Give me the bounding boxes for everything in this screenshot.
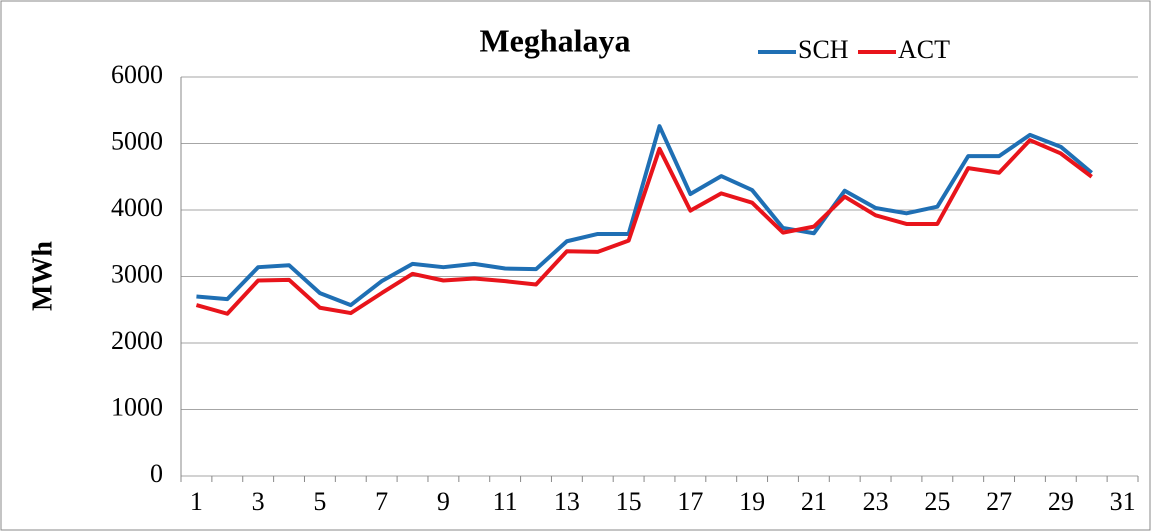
x-tick-label: 29 [1048,487,1074,516]
legend-label: ACT [898,35,950,64]
x-tick-label: 23 [863,487,889,516]
chart-title: Meghalaya [479,22,630,58]
x-tick-label: 27 [986,487,1012,516]
x-tick-label: 11 [493,487,518,516]
x-tick-label: 9 [437,487,450,516]
x-tick-label: 31 [1110,487,1136,516]
x-tick-label: 21 [801,487,827,516]
legend-label: SCH [798,35,849,64]
x-tick-label: 15 [616,487,642,516]
x-tick-label: 17 [677,487,703,516]
data-line [195,138,1093,316]
y-tick-label: 2000 [111,326,163,355]
x-tick-label: 3 [252,487,265,516]
x-tick-label: 7 [375,487,388,516]
x-tick-label: 13 [554,487,580,516]
y-tick-label: 1000 [111,392,163,421]
y-axis-label: MWh [27,241,58,311]
y-tick-label: 6000 [111,60,163,89]
x-tick-label: 19 [739,487,765,516]
y-tick-label: 3000 [111,259,163,288]
x-tick-label: 25 [924,487,950,516]
data-line [196,124,1093,308]
y-tick-label: 0 [150,459,163,488]
y-tick-label: 4000 [111,193,163,222]
x-tick-label: 5 [313,487,326,516]
x-tick-label: 1 [190,487,203,516]
y-tick-label: 5000 [111,126,163,155]
